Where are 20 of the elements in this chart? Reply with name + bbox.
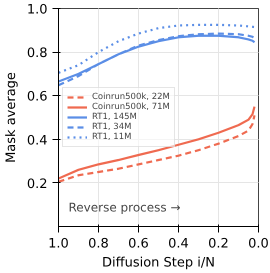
x-tick-label: 0.6: [128, 236, 149, 252]
annotation: Reverse process →: [68, 200, 181, 214]
x-tick-label: 0.4: [168, 236, 189, 252]
x-tick-label: 0.8: [88, 236, 109, 252]
line-series: [58, 24, 256, 74]
y-tick-label: 0.6: [26, 90, 48, 105]
x-tick-label: 1.0: [48, 236, 69, 252]
y-tick-label: 0.2: [26, 176, 48, 192]
legend-label: RT1, 11M: [92, 132, 132, 142]
x-axis-title: Diffusion Step i/N: [102, 256, 215, 270]
x-tick-label: 0.0: [248, 236, 269, 252]
y-tick-label: 0.8: [26, 46, 48, 62]
legend-label: RT1, 145M: [92, 112, 137, 122]
x-tick-label: 0.2: [208, 236, 229, 252]
y-tick-label: 1.0: [26, 2, 48, 18]
legend-label: Coinrun500k, 71M: [92, 102, 170, 112]
legend-label: Coinrun500k, 22M: [92, 92, 170, 102]
y-tick-label: 0.4: [26, 133, 48, 148]
y-axis-title: Mask average: [4, 72, 19, 163]
legend-label: RT1, 34M: [92, 122, 132, 132]
